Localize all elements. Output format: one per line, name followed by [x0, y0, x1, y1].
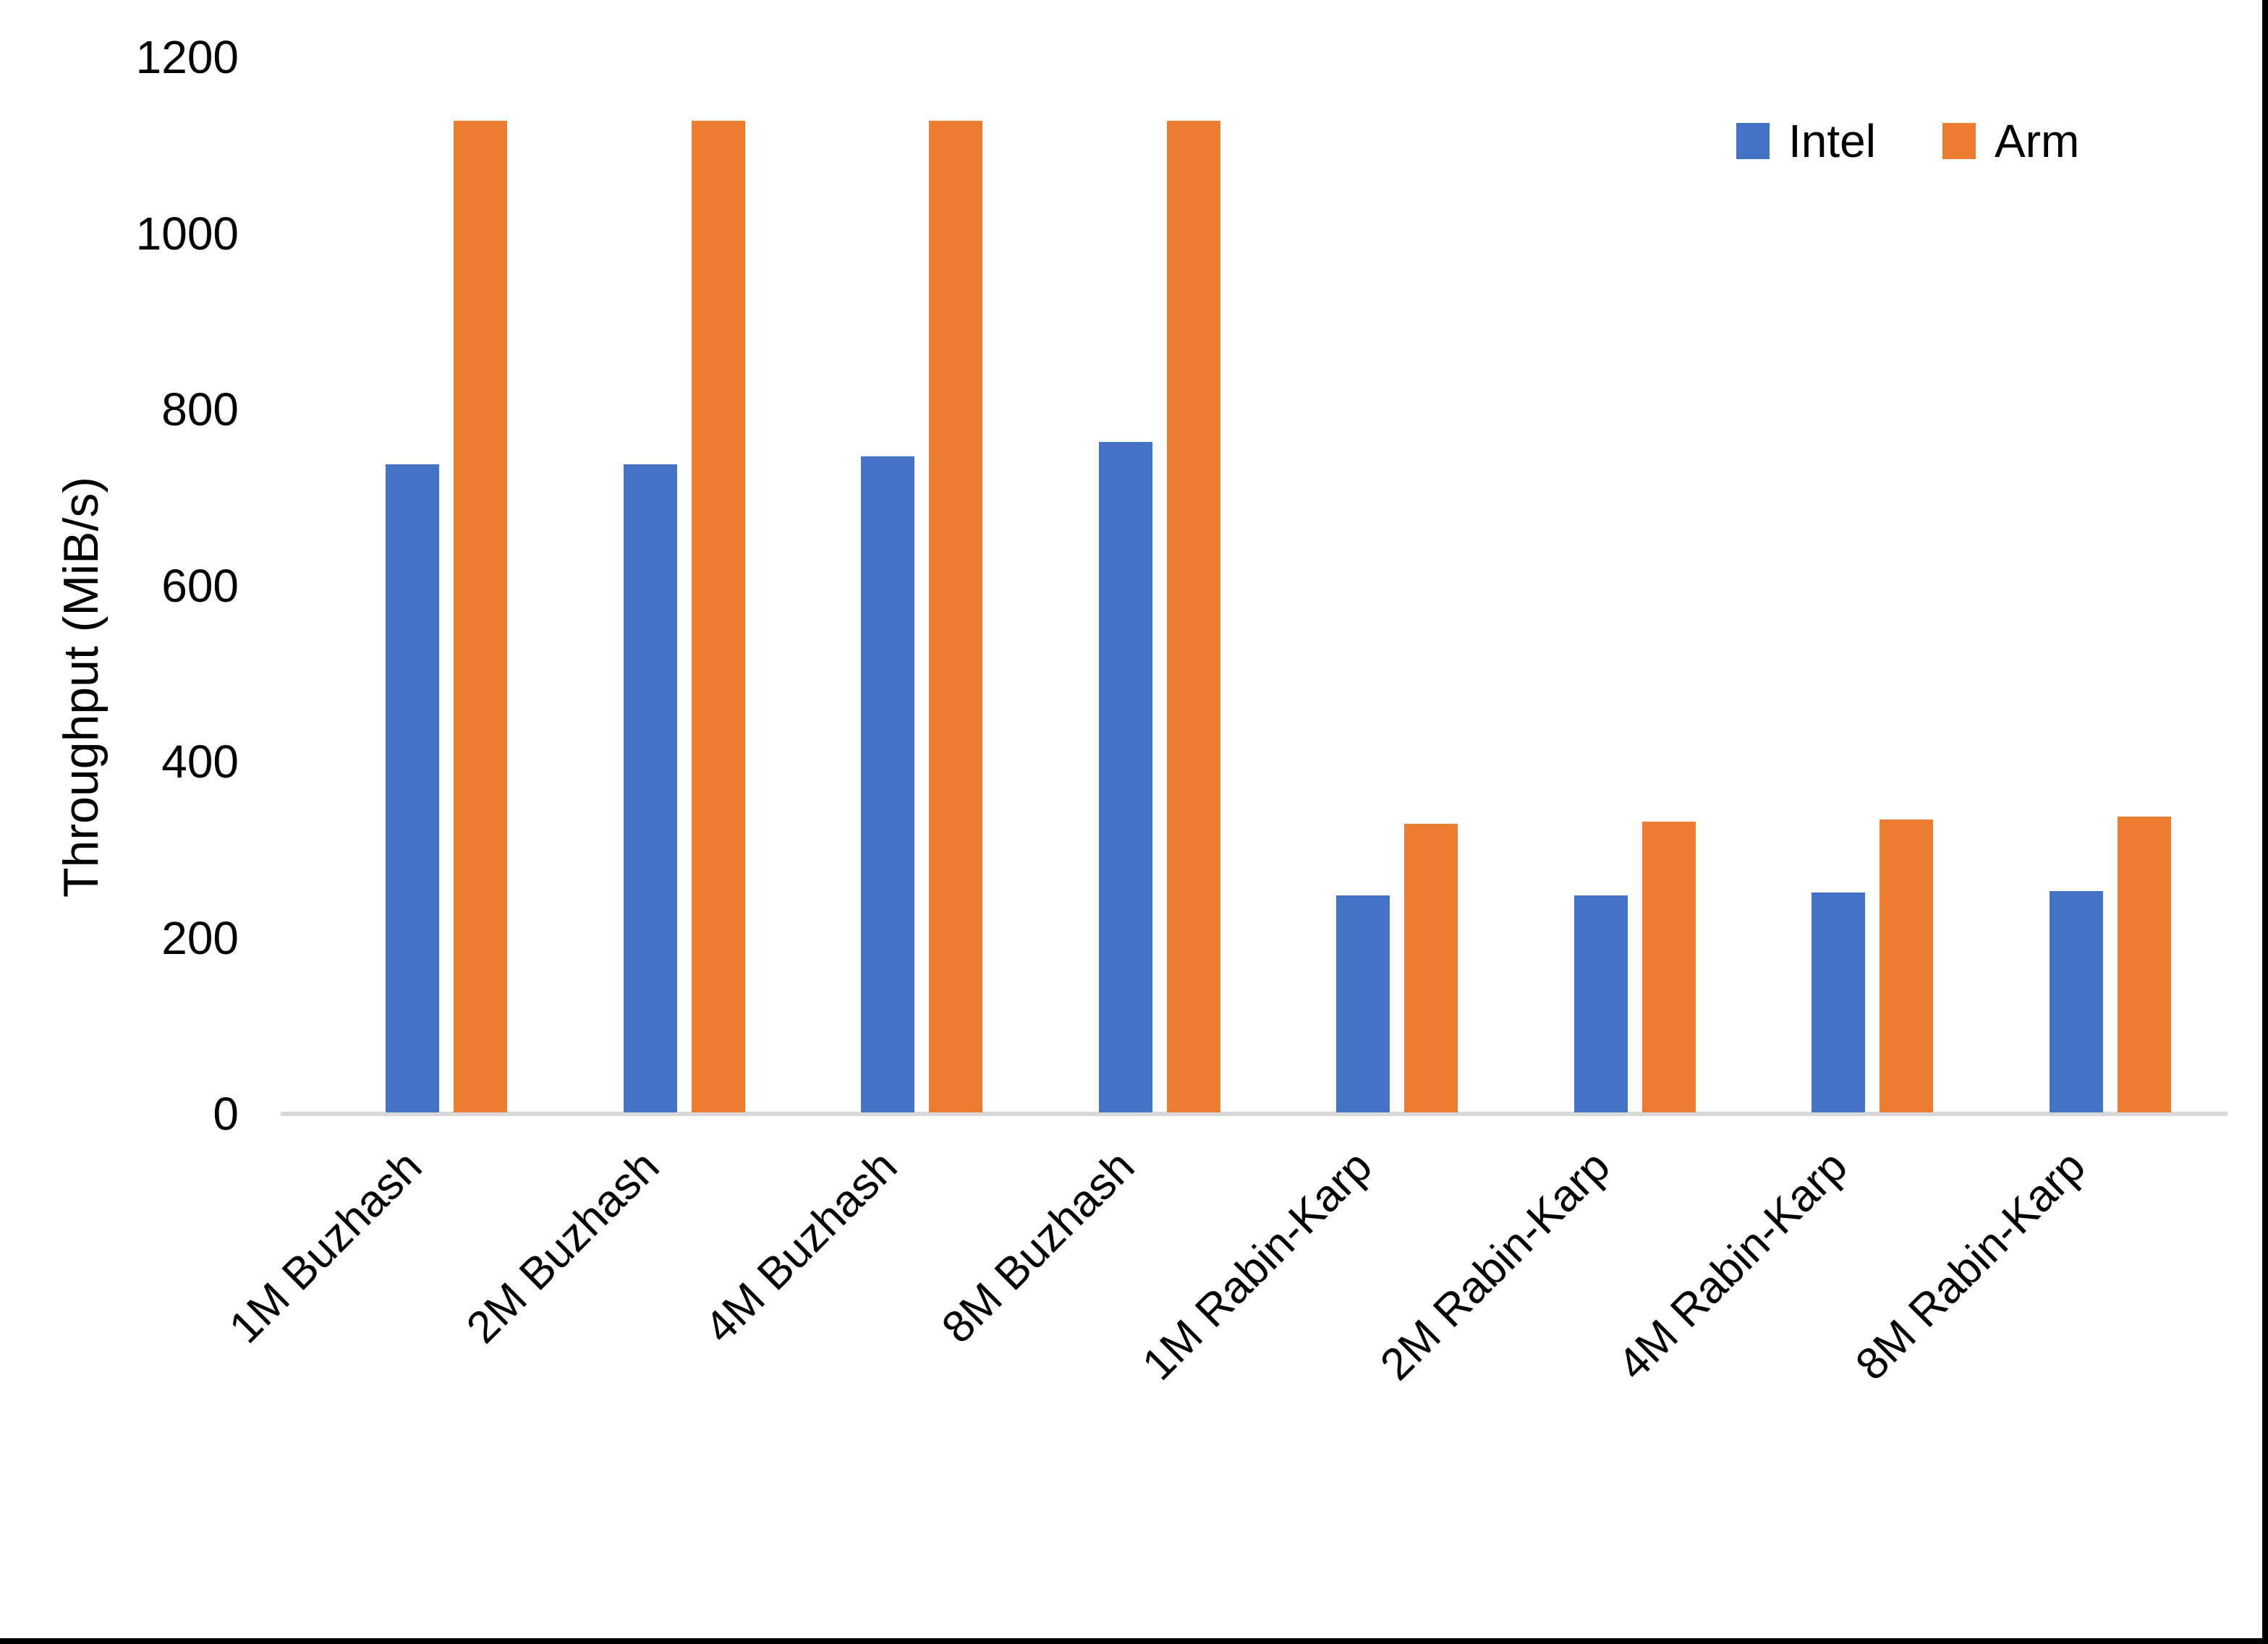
- x-category-label-2m-buzhash: 2M Buzhash: [457, 1141, 669, 1353]
- bar-arm-1m-rabin-karp: [1404, 824, 1458, 1112]
- legend-label-intel: Intel: [1788, 115, 1876, 167]
- bar-arm-4m-rabin-karp: [1880, 819, 1933, 1112]
- window-border-bottom: [0, 1638, 2268, 1644]
- bar-intel-8m-buzhash: [1099, 442, 1152, 1112]
- legend-swatch-intel: [1736, 123, 1770, 159]
- legend-swatch-arm: [1942, 123, 1976, 159]
- bar-intel-8m-rabin-karp: [2050, 891, 2103, 1112]
- legend-item-intel: Intel: [1736, 114, 1876, 168]
- y-tick-label-800: 800: [161, 383, 239, 435]
- bar-arm-2m-buzhash: [692, 121, 745, 1112]
- y-tick-label-1200: 1200: [135, 31, 239, 83]
- bar-arm-8m-rabin-karp: [2118, 817, 2171, 1112]
- x-axis-line: [281, 1112, 2227, 1116]
- bar-intel-2m-rabin-karp: [1574, 895, 1628, 1112]
- window-border-right: [2262, 0, 2268, 1644]
- x-category-label-4m-buzhash: 4M Buzhash: [695, 1141, 907, 1353]
- bar-arm-4m-buzhash: [929, 121, 982, 1112]
- bar-arm-2m-rabin-karp: [1642, 822, 1696, 1112]
- y-tick-label-200: 200: [161, 911, 239, 964]
- legend-item-arm: Arm: [1942, 114, 2079, 168]
- bar-intel-4m-buzhash: [861, 456, 914, 1112]
- bar-arm-8m-buzhash: [1167, 121, 1220, 1112]
- x-category-label-8m-rabin-karp: 8M Rabin-Karp: [1846, 1141, 2095, 1390]
- y-tick-label-0: 0: [213, 1088, 239, 1140]
- legend-label-arm: Arm: [1994, 115, 2080, 167]
- y-tick-label-1000: 1000: [135, 207, 239, 260]
- bar-intel-2m-buzhash: [624, 464, 677, 1112]
- x-category-label-1m-buzhash: 1M Buzhash: [219, 1141, 432, 1353]
- bar-intel-1m-buzhash: [386, 464, 439, 1112]
- x-category-label-4m-rabin-karp: 4M Rabin-Karp: [1608, 1141, 1858, 1390]
- chart-legend: Intel Arm: [1736, 114, 2079, 168]
- bar-arm-1m-buzhash: [454, 121, 507, 1112]
- bar-intel-1m-rabin-karp: [1336, 895, 1390, 1112]
- y-tick-label-600: 600: [161, 559, 239, 612]
- bar-intel-4m-rabin-karp: [1812, 893, 1865, 1112]
- y-tick-label-400: 400: [161, 736, 239, 788]
- x-category-label-1m-rabin-karp: 1M Rabin-Karp: [1133, 1141, 1383, 1390]
- x-category-label-8m-buzhash: 8M Buzhash: [933, 1141, 1144, 1353]
- y-axis-title: Throughput (MiB/s): [54, 477, 109, 898]
- x-category-label-2m-rabin-karp: 2M Rabin-Karp: [1370, 1141, 1620, 1390]
